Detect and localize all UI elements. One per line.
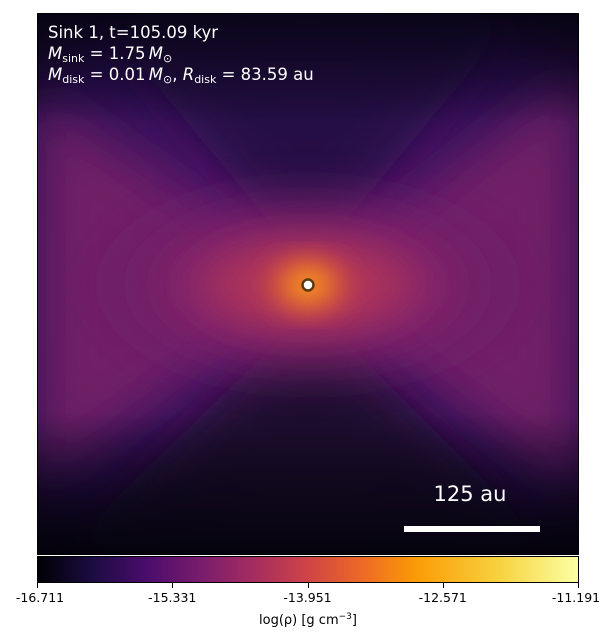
colorbar-label: log(ρ) [g cm−3]: [37, 612, 579, 628]
disk-mass-value: = 0.01: [89, 65, 146, 84]
disk-radius-value: = 83.59 au: [221, 65, 314, 84]
sink-mass-line: Msink = 1.75 M⊙: [48, 44, 173, 65]
scalebar-label: 125 au: [433, 482, 507, 506]
scalebar-line: [404, 526, 540, 532]
sink-label: Sink 1, t=105.09 kyr: [48, 23, 219, 42]
density-map-panel: Sink 1, t=105.09 kyr Msink = 1.75 M⊙ Mdi…: [37, 13, 579, 555]
colorbar-label-close: ]: [351, 613, 357, 628]
colorbar-tick-label: -13.951: [283, 590, 332, 605]
colorbar-tick: [172, 583, 174, 588]
colorbar-tick-label: -11.191: [551, 590, 601, 605]
colorbar-tick-label: -16.711: [15, 590, 65, 605]
disk-mass-radius-line: Mdisk = 0.01 M⊙, Rdisk = 83.59 au: [48, 65, 314, 86]
sink-mass-value: = 1.75: [89, 44, 146, 63]
colorbar-tick-label: -15.331: [148, 590, 197, 605]
sink-info-title: Sink 1, t=105.09 kyr: [48, 22, 218, 43]
colorbar-tick-label: -12.571: [418, 590, 467, 605]
colorbar-label-exponent: −3: [338, 612, 352, 622]
colorbar-tick: [442, 583, 444, 588]
sink-marker: [301, 278, 315, 292]
colorbar: [37, 556, 579, 583]
density-map-image: [38, 14, 578, 554]
colorbar-tick: [307, 583, 309, 588]
colorbar-label-text: log(ρ) [g cm: [259, 613, 339, 628]
colorbar-tick: [578, 583, 579, 588]
colorbar-tick: [37, 583, 38, 588]
